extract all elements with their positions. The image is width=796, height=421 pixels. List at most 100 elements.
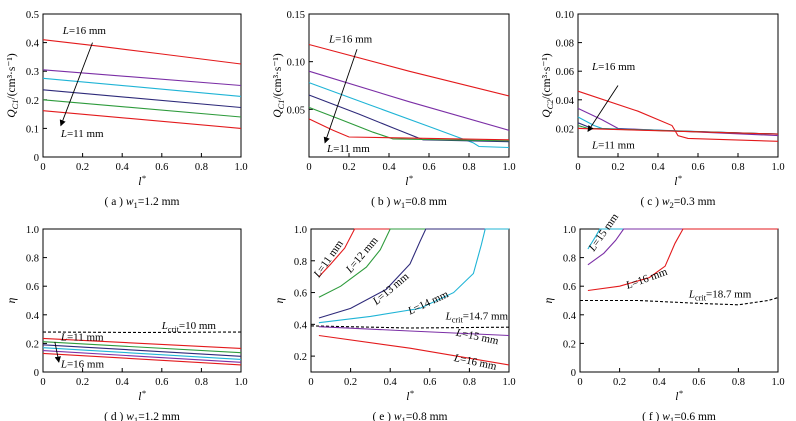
y-tick-label: 0.15 [287,10,305,21]
x-tick-label: 0.2 [613,377,626,388]
x-tick-label: 0.8 [463,377,476,388]
x-axis-label: l* [405,173,413,188]
x-tick-label: 0.4 [653,377,667,388]
y-tick-label: 0 [34,368,39,379]
series-line [42,39,242,65]
panel-caption: ( c ) w2=0.3 mm [640,196,715,210]
annotation-label: L=11 mm [60,332,104,344]
series-line [42,350,242,363]
x-tick-label: 0.8 [195,377,208,388]
y-axis-label: QC1/(cm³·s⁻¹) [272,53,286,118]
series-line [577,122,779,135]
y-tick-label: 0.4 [563,311,577,322]
y-tick-label: 0.5 [26,10,39,21]
annotation-arrow [54,341,61,363]
annotation-label: L=15 mm [454,326,500,347]
x-tick-label: 0 [306,162,311,173]
annotation-label: L=11 mm [326,143,370,155]
x-tick-label: 0 [308,377,313,388]
series-line [318,334,510,366]
plot-frame [308,13,510,158]
x-tick-label: 0.8 [731,162,744,173]
y-tick-label: 0.1 [26,124,39,135]
x-tick-label: 0.6 [423,377,436,388]
chart-d: 0 0.2 0.4 0.6 0.8 1.0 0 0.2 0.4 0.6 0.8 1.0 l* η L=11 … [6,225,248,421]
annotation-label: L=16 mm [60,359,105,371]
y-tick-label: 1.0 [294,225,307,236]
annotation-label: L=15 mm [586,211,621,254]
series-line [587,228,778,292]
series-line [308,43,510,97]
x-tick-label: 0.8 [732,377,745,388]
series-line [42,110,242,129]
series-line [308,94,510,143]
x-tick-label: 0.4 [651,162,665,173]
critical-length-line [42,331,242,334]
x-axis-label: l* [138,173,146,188]
y-axis-label: QC1/(cm³·s⁻¹) [6,53,20,118]
series-line [308,106,510,142]
series-line [42,347,242,360]
y-tick-label: 0.2 [26,339,39,350]
series-line [42,69,242,87]
annotation-label: L=16 mm [452,352,498,373]
series-line [587,228,778,266]
y-tick-label: 0.2 [563,339,576,350]
annotation-label: Lcrit=10 mm [161,320,217,334]
x-tick-label: 0.6 [691,162,704,173]
chart-f: 0 0.2 0.4 0.6 0.8 1.0 0 0.2 0.4 0.6 0.8 1.0 l* η L=15 … [543,211,785,421]
x-tick-label: 0.2 [344,377,357,388]
panel-caption: ( b ) w1=0.8 mm [371,196,447,210]
panel-caption: ( f ) w1=0.6 mm [642,411,716,421]
series-line [577,127,779,135]
y-axis-label: QC2/(cm³·s⁻¹) [541,53,555,118]
x-tick-label: 0.8 [195,162,208,173]
x-tick-label: 0 [577,377,582,388]
y-axis-label: η [543,297,555,303]
y-tick-label: 0.3 [26,67,39,78]
annotation-arrow [59,42,93,127]
critical-length-line [580,297,779,306]
series-line [308,70,510,131]
x-axis-label: l* [406,388,414,403]
y-tick-label: 1.0 [26,225,39,236]
x-tick-label: 0.2 [76,162,89,173]
annotation-label: L=14 mm [405,288,451,318]
x-tick-label: 0.8 [462,162,475,173]
x-tick-label: 0 [40,162,45,173]
y-tick-label: 0.4 [294,320,308,331]
series-line [42,89,242,109]
annotation-label: L=16 mm [624,266,670,293]
plot-frame [42,228,242,373]
x-tick-label: 1.0 [502,377,515,388]
x-tick-label: 0.2 [342,162,355,173]
x-axis-label: l* [675,388,683,403]
x-tick-label: 0.6 [692,377,705,388]
y-tick-label: 0.05 [287,105,305,116]
y-tick-label: 0.8 [563,254,576,265]
x-tick-label: 0.4 [116,162,130,173]
series-line [42,99,242,118]
series-line [318,228,509,298]
x-tick-label: 0.6 [422,162,435,173]
y-tick-label: 0.4 [26,39,40,50]
x-tick-label: 1.0 [234,162,247,173]
y-tick-label: 0 [34,153,39,164]
annotation-label: L=16 mm [328,34,373,46]
series-line [308,82,510,149]
series-line [42,337,242,349]
plot-frame [577,13,779,158]
y-axis-label: η [6,297,18,303]
y-tick-label: 1.0 [563,225,576,236]
series-line [318,326,510,337]
panel-caption: ( e ) w1=0.8 mm [372,411,447,421]
y-tick-label: 0.04 [556,96,575,107]
x-axis-label: l* [674,173,682,188]
x-tick-label: 1.0 [502,162,515,173]
y-tick-label: 0.6 [563,282,576,293]
panel-caption: ( d ) w1=1.2 mm [104,411,180,421]
series-line [42,352,242,366]
annotation-label: L=16 mm [62,25,107,37]
series-line [42,77,242,97]
